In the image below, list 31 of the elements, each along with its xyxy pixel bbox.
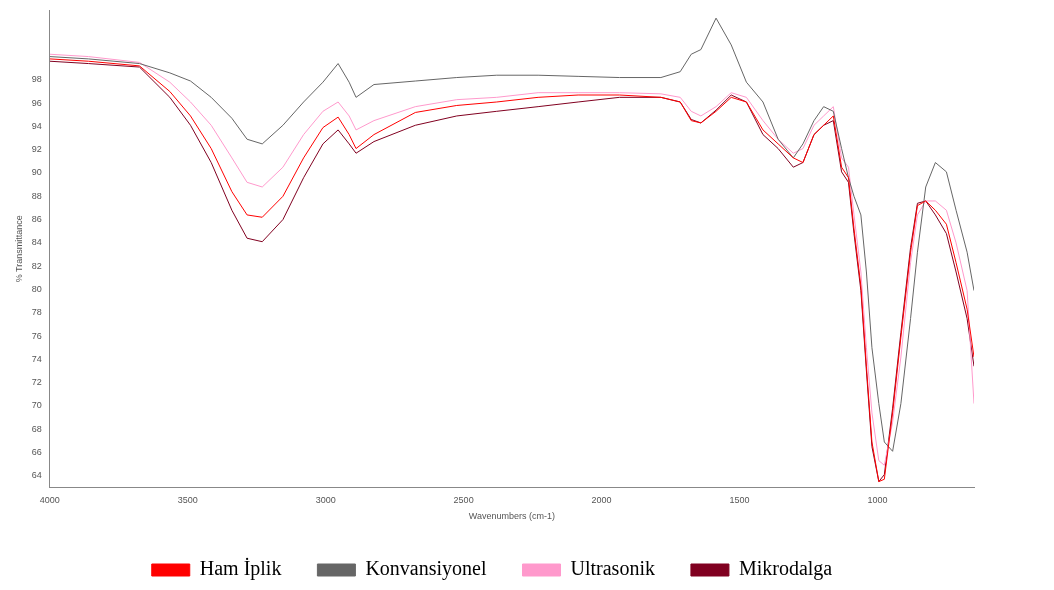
y-tick-label: 76 bbox=[31, 330, 42, 341]
y-tick-label: 64 bbox=[31, 470, 42, 481]
x-axis-title: Wavenumbers (cm-1) bbox=[468, 511, 555, 522]
x-tick-label: 3500 bbox=[177, 495, 198, 506]
y-tick-label: 72 bbox=[31, 377, 42, 388]
legend-label: Konvansiyonel bbox=[365, 557, 487, 581]
x-tick-label: 1000 bbox=[867, 495, 888, 506]
legend-label: Mikrodalga bbox=[738, 557, 833, 581]
y-tick-label: 98 bbox=[31, 74, 42, 85]
y-tick-label: 74 bbox=[31, 353, 42, 364]
legend-label: Ultrasonik bbox=[570, 557, 655, 580]
y-tick-label: 80 bbox=[31, 283, 42, 294]
y-tick-label: 94 bbox=[31, 120, 42, 131]
x-tick-label: 4000 bbox=[39, 495, 60, 506]
y-tick-label: 88 bbox=[31, 190, 42, 201]
x-tick-label: 2000 bbox=[591, 495, 612, 506]
y-tick-label: 78 bbox=[31, 307, 42, 318]
y-tick-label: 96 bbox=[31, 97, 42, 108]
y-tick-label: 92 bbox=[31, 144, 42, 155]
y-axis-title: % Transmittance bbox=[13, 215, 24, 283]
y-tick-label: 68 bbox=[31, 423, 42, 434]
y-tick-label: 90 bbox=[31, 167, 42, 178]
y-tick-label: 86 bbox=[31, 214, 42, 225]
y-tick-label: 66 bbox=[31, 446, 42, 457]
x-tick-label: 2500 bbox=[453, 495, 474, 506]
x-tick-label: 1500 bbox=[729, 495, 750, 506]
y-tick-label: 70 bbox=[31, 400, 42, 411]
y-tick-label: 84 bbox=[31, 237, 42, 248]
y-tick-label: 82 bbox=[31, 260, 42, 271]
legend-label: Ham İplik bbox=[199, 557, 282, 581]
x-tick-label: 3000 bbox=[315, 495, 336, 506]
